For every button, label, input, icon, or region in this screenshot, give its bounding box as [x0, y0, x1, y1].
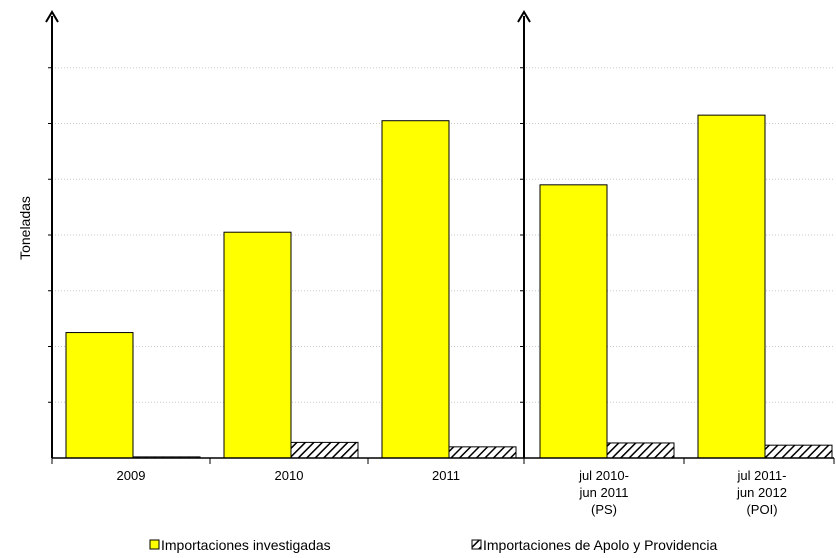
- bar-importaciones-apolo-providencia: [764, 444, 833, 459]
- y-axis-arrow: [517, 10, 531, 23]
- bar-importaciones-apolo-providencia: [448, 446, 517, 459]
- bar-importaciones-investigadas: [65, 332, 134, 459]
- axes: [45, 10, 835, 464]
- legend-swatch: [471, 539, 482, 550]
- bar-importaciones-apolo-providencia: [606, 442, 675, 459]
- bar-importaciones-investigadas: [223, 231, 292, 459]
- bar-importaciones-investigadas: [697, 114, 766, 459]
- x-tick-label: 2010: [275, 468, 304, 483]
- legend-swatch: [149, 539, 160, 550]
- bar-importaciones-investigadas: [539, 184, 608, 459]
- y-axis-arrow: [45, 10, 59, 23]
- x-tick-label: (POI): [746, 502, 777, 517]
- bars: [65, 114, 833, 459]
- x-tick-label: (PS): [591, 502, 617, 517]
- legend-label: Importaciones de Apolo y Providencia: [483, 537, 717, 553]
- legend: Importaciones investigadas Importaciones …: [149, 537, 717, 553]
- legend-label: Importaciones investigadas: [161, 537, 331, 553]
- x-tick-labels: 2009 2010 2011 jul 2010- jun 2011 (PS) jul 201…: [117, 468, 787, 517]
- x-tick-label: jun 2011: [579, 485, 629, 500]
- x-tick-label: jul 2011-: [737, 468, 787, 483]
- bar-importaciones-apolo-providencia: [290, 441, 359, 459]
- bar-importaciones-investigadas: [381, 120, 450, 459]
- y-axis-label: Toneladas: [17, 196, 33, 260]
- x-tick-label: jul 2010-: [578, 468, 629, 483]
- x-tick-label: jun 2012: [736, 485, 787, 500]
- x-tick-label: 2009: [117, 468, 146, 483]
- x-tick-label: 2011: [432, 468, 460, 483]
